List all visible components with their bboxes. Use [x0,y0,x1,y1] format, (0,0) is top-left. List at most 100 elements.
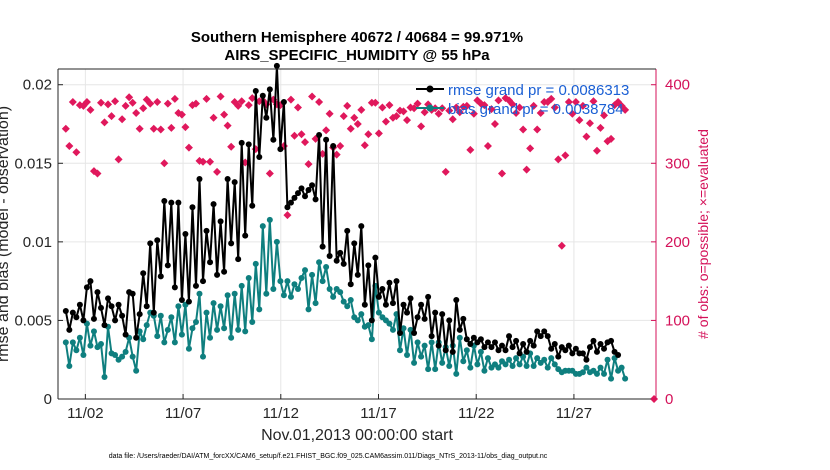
obs-count-point [332,150,341,159]
bias-point [428,339,435,346]
obs-count-point [508,100,517,109]
obs-count-point [462,101,471,110]
obs-count-point [237,97,246,106]
bias-point [291,281,298,288]
rmse-point [196,176,203,182]
bias-point [460,358,467,365]
rmse-point [379,286,386,292]
bias-point [541,356,548,363]
rmse-point [428,333,435,340]
bias-point [439,359,446,366]
rmse-point [520,341,527,347]
bias-point [622,375,629,382]
obs-count-point [374,129,383,138]
obs-count-point [304,160,313,169]
obs-count-point [286,95,295,104]
bias-point [302,267,309,274]
rmse-point [242,232,249,239]
bias-point [354,317,361,324]
rmse-point [477,336,484,343]
rmse-point [273,62,280,69]
bias-point [284,278,291,285]
obs-count-point [234,101,243,110]
rmse-point [161,198,168,204]
bias-point [238,282,245,289]
obs-count-point [86,105,95,114]
obs-count-point [498,169,507,178]
bias-point [593,370,600,377]
obs-count-point [160,159,169,168]
obs-count-point [381,117,390,126]
rmse-point [231,179,238,186]
rmse-point [555,353,562,360]
bias-point [544,364,551,371]
rmse-point [446,317,453,324]
obs-count-point [128,98,137,107]
obs-count-point [582,132,591,141]
obs-count-point [417,122,426,131]
obs-count-point [578,101,587,110]
obs-count-point [227,142,236,151]
rmse-point [280,99,287,105]
rmse-point [175,199,182,206]
bias-point [484,355,491,362]
bias-point [277,278,284,285]
obs-count-point [177,110,186,119]
bias-point [523,363,530,369]
obs-count-point [357,105,366,114]
rmse-point [309,182,316,189]
rmse-point [375,293,382,300]
rmse-point [495,347,502,354]
bias-point [358,311,365,318]
bias-point [467,364,474,371]
rmse-point [488,344,495,351]
chart-title: Southern Hemisphere 40672 / 40684 = 99.9… [191,29,523,46]
obs-count-point [111,97,120,106]
obs-count-point [420,108,429,117]
obs-count-point [209,113,218,122]
obs-count-point [592,146,601,155]
obs-count-point [181,123,190,132]
bias-point [122,348,129,355]
obs-count-point [191,99,200,108]
obs-count-point [293,103,302,112]
rmse-point [90,315,97,322]
rmse-point [249,202,256,209]
bias-point [171,339,178,346]
obs-count-point [487,105,496,114]
rmse-point [263,114,270,121]
obs-count-point [68,98,77,106]
bias-point [305,306,312,313]
obs-count-point [132,109,141,117]
obs-count-point [385,101,394,110]
obs-count-point [184,143,193,152]
bias-point [298,275,305,281]
bias-point [474,361,481,368]
y-tick-label: 0.01 [23,234,52,251]
bias-point [249,319,256,325]
obs-count-point [346,124,355,133]
bias-point [344,303,351,310]
obs-count-point [554,155,563,164]
legend-bias-marker [426,104,434,112]
obs-count-point [515,103,524,112]
bias-point [270,286,277,292]
obs-count-point [220,110,229,119]
obs-count-point [448,115,457,124]
obs-count-point [441,167,450,176]
rmse-point [442,347,449,354]
obs-count-point [290,131,299,140]
bias-point [178,331,185,338]
bias-point [365,322,372,329]
rmse-point [143,303,150,310]
obs-count-point [452,103,461,112]
y-axis-label-right: # of obs: o=possible; ×=evaluated [695,129,711,339]
legend-rmse-marker [426,85,434,93]
bias-point [119,353,126,360]
obs-count-point [121,101,130,110]
rmse-point [601,345,608,352]
bias-point [189,325,196,332]
obs-count-point [167,123,176,132]
obs-count-point [146,99,155,108]
